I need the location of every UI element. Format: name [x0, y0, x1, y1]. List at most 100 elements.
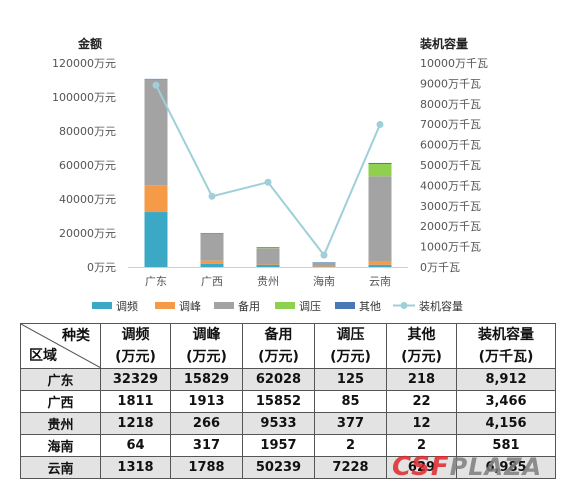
header-unit: (万元) — [314, 346, 387, 369]
header-unit: (万元) — [242, 346, 315, 369]
category-label: 云南 — [369, 275, 391, 288]
left-tick-label: 120000万元 — [52, 57, 116, 70]
table-cell: 1913 — [170, 390, 243, 413]
table-cell: 12 — [386, 412, 457, 435]
table-row: 广东 32329 15829 62028 125 218 8,912 — [20, 368, 556, 391]
corner-label-category: 种类 — [62, 328, 90, 344]
bar-segment — [144, 78, 168, 80]
table-cell: 22 — [386, 390, 457, 413]
table-cell: 15852 — [242, 390, 315, 413]
capacity-point — [320, 251, 328, 259]
table-corner-cell: 种类 区域 — [20, 323, 101, 369]
table-cell: 4,156 — [456, 412, 556, 435]
bar-segment — [312, 263, 336, 267]
header-unit: (万千瓦) — [456, 346, 556, 369]
left-tick-label: 60000万元 — [59, 159, 116, 172]
header-unit: (万元) — [100, 346, 171, 369]
right-axis-title: 装机容量 — [419, 36, 468, 51]
table-cell: 1318 — [100, 456, 171, 479]
table-cell: 266 — [170, 412, 243, 435]
header-label: 调压 — [336, 327, 365, 343]
table-cell: 85 — [314, 390, 387, 413]
header-label: 装机容量 — [478, 327, 534, 343]
legend-swatch — [335, 302, 355, 309]
legend-label: 装机容量 — [419, 299, 463, 313]
table-row: 广西 1811 1913 15852 85 22 3,466 — [20, 390, 556, 413]
watermark-logo: CSFPLAZA — [392, 452, 542, 482]
category-label: 广西 — [201, 275, 223, 288]
bar-segment — [256, 248, 280, 265]
legend-swatch — [214, 302, 234, 309]
table-cell: 317 — [170, 434, 243, 457]
table-cell: 218 — [386, 368, 457, 391]
bar-segment — [200, 263, 224, 267]
header-unit-label: (万元) — [186, 349, 227, 365]
bar-segment — [200, 260, 224, 264]
bar-segment — [368, 261, 392, 265]
header-label: 调频 — [121, 327, 150, 343]
bar-segment — [256, 247, 280, 248]
table-cell: 629 — [386, 456, 457, 479]
header-unit: (万元) — [170, 346, 243, 369]
right-tick-label: 0万千瓦 — [420, 261, 460, 274]
table-cell: 6,985 — [456, 456, 556, 479]
watermark-part1: CSF — [392, 452, 450, 482]
corner-label-region: 区域 — [29, 348, 57, 364]
right-tick-label: 4000万千瓦 — [420, 179, 481, 192]
chart-svg: 金额 装机容量120000万元100000万元80000万元60000万元4000… — [52, 36, 488, 313]
corner-diagonal-line — [21, 324, 101, 368]
watermark-part2: PLAZA — [449, 453, 543, 481]
table-cell: 2 — [314, 434, 387, 457]
table-cell: 64 — [100, 434, 171, 457]
table-cell: 377 — [314, 412, 387, 435]
table-cell: 9533 — [242, 412, 315, 435]
bar-segment — [256, 264, 280, 267]
left-tick-label: 20000万元 — [59, 227, 116, 240]
legend-label: 调频 — [116, 299, 138, 313]
stacked-bar-line-chart: 金额 装机容量 120000万元 100000万元 80000万元 60000万元 4000… — [52, 36, 488, 313]
bar-segment — [256, 264, 280, 265]
table-cell: 62028 — [242, 368, 315, 391]
bar-segment — [368, 162, 392, 165]
header-unit-label: (万元) — [115, 349, 156, 365]
right-tick-label: 2000万千瓦 — [420, 220, 481, 233]
table-cell: 2 — [386, 434, 457, 457]
bar-segment — [144, 79, 168, 186]
table-body: 广东 32329 15829 62028 125 218 8,912 广西 18… — [20, 368, 556, 479]
capacity-line — [155, 84, 381, 258]
table-cell: 1811 — [100, 390, 171, 413]
category-label: 贵州 — [257, 275, 279, 288]
right-tick-label: 6000万千瓦 — [420, 139, 481, 152]
legend-label: 调压 — [299, 300, 321, 313]
header-unit-label: (万元) — [330, 349, 371, 365]
right-tick-label: 5000万千瓦 — [420, 159, 481, 172]
header-unit: (万元) — [386, 346, 457, 369]
category-label: 广东 — [145, 275, 167, 288]
table-row: 云南 1318 1788 50239 7228 629 6,985 — [20, 456, 556, 479]
table-cell: 50239 — [242, 456, 315, 479]
legend-label: 调峰 — [179, 300, 201, 313]
capacity-point — [152, 81, 160, 89]
capacity-point — [264, 178, 272, 186]
bar-segment — [200, 232, 224, 234]
right-tick-label: 3000万千瓦 — [420, 200, 481, 213]
table-cell: 32329 — [100, 368, 171, 391]
left-tick-label: 100000万元 — [52, 91, 116, 104]
table-cell: 1957 — [242, 434, 315, 457]
legend-swatch — [155, 302, 175, 309]
legend-label: 备用 — [238, 299, 260, 313]
header-unit-label: (万元) — [401, 349, 442, 365]
bar-segment — [144, 212, 168, 267]
bar-segment — [144, 185, 168, 213]
table-cell: 8,912 — [456, 368, 556, 391]
left-axis-title: 金额 — [77, 36, 102, 51]
header-capacity: 装机容量 — [456, 323, 556, 346]
bar-segment — [200, 233, 224, 261]
header-voltage: 调压 — [314, 323, 387, 346]
table-cell: 3,466 — [456, 390, 556, 413]
data-table-container: 种类 区域 调频 调峰 备用 调压 其他 装机容量 (万元) (万元) (万元)… — [20, 323, 556, 479]
table-cell: 15829 — [170, 368, 243, 391]
bar-segment — [312, 266, 336, 267]
right-tick-label: 1000万千瓦 — [420, 241, 481, 254]
header-label: 其他 — [407, 327, 436, 343]
